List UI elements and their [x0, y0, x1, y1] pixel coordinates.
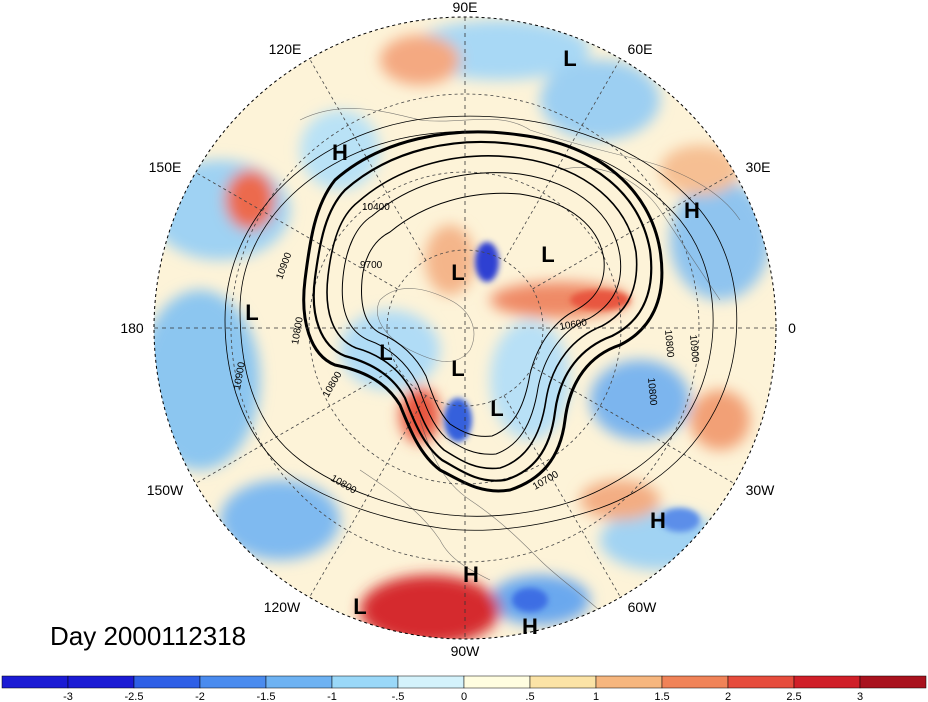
colorbar-tick-label: 1.5: [654, 691, 669, 702]
contour-label: 10400: [362, 202, 390, 213]
lon-label-120w: 120W: [264, 599, 301, 615]
colorbar-tick-label: 0: [461, 691, 467, 702]
colorbar-tick-label: -1.5: [257, 691, 276, 702]
meridian-line: [532, 172, 735, 290]
high-pressure-marker: H: [650, 508, 666, 533]
lon-label-90w: 90W: [451, 643, 481, 659]
colorbar-tick-label: -2: [195, 691, 205, 702]
lon-label-0: 0: [788, 320, 796, 336]
meridian-line: [309, 58, 427, 261]
colorbar-tick-label: -1: [327, 691, 337, 702]
meridian-line: [503, 58, 621, 261]
contour-label: 10800: [645, 377, 658, 406]
coastlines: [299, 108, 741, 621]
colorbar-swatch: [595, 675, 663, 689]
meridian-line: [532, 366, 735, 484]
lon-label-120e: 120E: [269, 41, 302, 57]
low-pressure-marker: L: [245, 300, 258, 325]
contour-label: 10800: [290, 316, 306, 346]
low-pressure-marker: L: [451, 260, 464, 285]
colorbar-tick-label: 2.5: [786, 691, 801, 702]
lon-label-60w: 60W: [628, 599, 658, 615]
colorbar-swatch: [67, 675, 135, 689]
colorbar-swatch: [859, 675, 927, 689]
colorbar-tick-label: -.5: [392, 691, 405, 702]
low-pressure-marker: L: [379, 340, 392, 365]
low-pressure-marker: L: [541, 242, 554, 267]
meridian-line: [503, 395, 621, 598]
contour-label: 9700: [360, 260, 383, 271]
anomaly-field: [154, 17, 776, 639]
lon-label-30w: 30W: [746, 482, 776, 498]
high-pressure-marker: H: [684, 198, 700, 223]
colorbar-swatch: [265, 675, 333, 689]
lon-label-150w: 150W: [147, 482, 184, 498]
colorbar-swatch: [793, 675, 861, 689]
contour-label: 10900: [687, 334, 700, 363]
colorbar-tick-label: -3: [63, 691, 73, 702]
contour-label: 10600: [559, 317, 589, 333]
low-pressure-marker: L: [490, 396, 503, 421]
high-pressure-marker: H: [522, 614, 538, 639]
colorbar-tick-label: .5: [525, 691, 534, 702]
colorbar-swatch: [529, 675, 597, 689]
contour-label: 10800: [662, 329, 675, 358]
meridian-line: [195, 366, 398, 484]
colorbar-swatch: [463, 675, 531, 689]
high-pressure-marker: H: [463, 562, 479, 587]
colorbar-swatch: [661, 675, 729, 689]
low-pressure-marker: L: [563, 46, 576, 71]
colorbar-swatch: [331, 675, 399, 689]
colorbar-swatch: [397, 675, 465, 689]
colorbar-swatch: [1, 675, 69, 689]
pressure-centers: L H H L L L L L L H H L H: [245, 46, 700, 639]
contour-label: 10900: [232, 361, 248, 391]
lon-label-150e: 150E: [149, 159, 182, 175]
lon-label-90e: 90E: [453, 0, 478, 15]
meridian-line: [309, 395, 427, 598]
colorbar-swatch: [199, 675, 267, 689]
lon-label-180: 180: [120, 320, 144, 336]
high-pressure-marker: H: [332, 140, 348, 165]
colorbar-tick-label: 1: [593, 691, 599, 702]
colorbar-swatch: [727, 675, 795, 689]
colorbar-swatch: [133, 675, 201, 689]
page-title: Day 2000112318: [50, 621, 246, 651]
longitude-labels: 90E 60E 30E 0 30W 60W 90W 120W 150W 180 …: [120, 0, 796, 659]
colorbar-tick-label: 2: [725, 691, 731, 702]
colorbar-tick-label: 3: [857, 691, 863, 702]
lon-label-30e: 30E: [746, 159, 771, 175]
low-pressure-marker: L: [353, 594, 366, 619]
low-pressure-marker: L: [451, 356, 464, 381]
lon-label-60e: 60E: [628, 41, 653, 57]
height-contours: [224, 115, 738, 531]
colorbar-tick-label: -2.5: [125, 691, 144, 702]
colorbar: -3 -2.5 -2 -1.5 -1 -.5 0 .5 1 1.5 2 2.5 3: [1, 675, 927, 702]
